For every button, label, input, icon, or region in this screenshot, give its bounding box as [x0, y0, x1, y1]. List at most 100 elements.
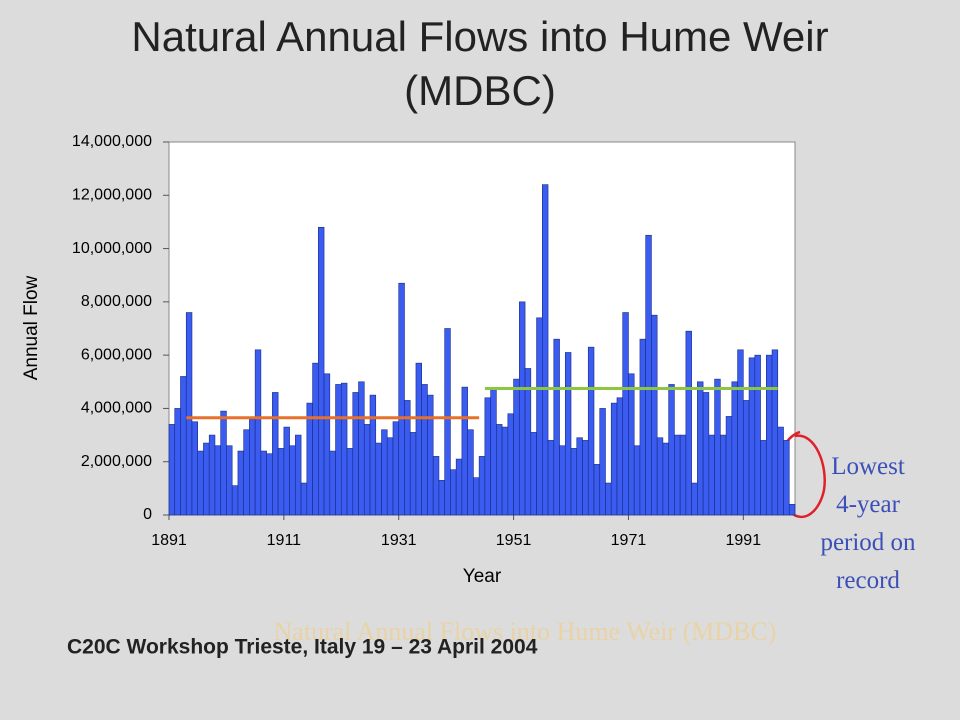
- bar: [662, 442, 669, 516]
- bar: [478, 456, 486, 516]
- x-axis-label: Year: [463, 566, 502, 587]
- bar: [622, 312, 629, 516]
- bar: [513, 378, 520, 516]
- bar: [358, 381, 365, 516]
- bar: [553, 338, 560, 516]
- bar: [748, 357, 756, 516]
- bar: [542, 184, 549, 516]
- bar: [174, 408, 181, 516]
- bar: [633, 445, 641, 516]
- bar: [243, 429, 250, 516]
- bar: [725, 416, 733, 516]
- bar: [697, 381, 704, 516]
- x-tick-label: 1971: [611, 532, 647, 549]
- bar: [536, 317, 543, 516]
- bar: [639, 338, 646, 516]
- y-tick-label: 12,000,000: [72, 187, 152, 204]
- bar: [524, 368, 532, 516]
- x-tick-label: 1891: [151, 532, 187, 549]
- bar: [743, 400, 750, 516]
- bar: [197, 450, 204, 516]
- bar: [220, 410, 227, 516]
- bar: [576, 437, 583, 516]
- bar: [168, 424, 176, 516]
- x-tick-label: 1991: [726, 532, 762, 549]
- bar: [415, 362, 422, 516]
- bar: [266, 453, 273, 516]
- bar: [708, 434, 715, 516]
- bar: [616, 397, 624, 516]
- y-tick-label: 14,000,000: [72, 133, 152, 150]
- bar: [668, 384, 675, 516]
- y-tick-label: 2,000,000: [81, 453, 152, 470]
- bar: [180, 376, 187, 516]
- bar: [564, 352, 572, 516]
- bar: [277, 448, 285, 516]
- bar: [312, 362, 319, 516]
- bar: [214, 445, 221, 516]
- annotation: Lowest 4-year period on record: [820, 453, 916, 594]
- bar: [329, 450, 336, 516]
- watermark: Natural Annual Flows into Hume Weir (MDB…: [274, 617, 777, 646]
- bar: [777, 426, 784, 516]
- bar: [628, 373, 635, 516]
- bar: [519, 301, 526, 516]
- bar: [473, 477, 480, 516]
- y-tick-label: 4,000,000: [81, 400, 152, 417]
- bar: [185, 312, 193, 516]
- bar: [300, 482, 308, 516]
- bar: [760, 440, 767, 516]
- y-axis-label: Annual Flow: [21, 275, 42, 380]
- bar: [375, 442, 382, 516]
- bar: [771, 349, 779, 516]
- bar: [398, 282, 405, 516]
- bar: [610, 402, 618, 516]
- bar: [450, 469, 457, 516]
- bar: [685, 330, 692, 516]
- bar: [496, 424, 503, 516]
- y-tick-label: 8,000,000: [81, 293, 152, 310]
- bar: [208, 434, 216, 516]
- bar: [674, 434, 681, 516]
- bar: [599, 408, 606, 516]
- bar: [306, 402, 313, 516]
- bar: [421, 384, 428, 516]
- bar: [754, 354, 761, 516]
- footer: C20C Workshop Trieste, Italy 19 – 23 Apr…: [67, 636, 538, 659]
- bar: [381, 429, 388, 516]
- bar: [720, 434, 727, 516]
- bar: [432, 456, 440, 516]
- bar: [438, 480, 445, 516]
- bar: [340, 382, 348, 516]
- bar: [272, 392, 279, 516]
- bar: [254, 349, 262, 516]
- bar: [444, 328, 451, 516]
- y-tick-label: 0: [143, 506, 152, 523]
- bar: [455, 458, 463, 516]
- bar: [530, 432, 537, 516]
- x-tick-label: 1931: [381, 532, 417, 549]
- bar: [369, 394, 377, 516]
- bar: [582, 440, 589, 516]
- bar: [656, 437, 664, 516]
- bar: [467, 429, 474, 516]
- y-tick-label: 10,000,000: [72, 240, 152, 257]
- bar: [783, 440, 790, 516]
- bar: [249, 418, 256, 516]
- y-tick-label: 6,000,000: [81, 346, 152, 363]
- bar: [651, 314, 658, 516]
- bar: [593, 464, 601, 516]
- bar: [352, 392, 359, 516]
- bar: [191, 421, 199, 516]
- bar: [231, 485, 239, 516]
- bar: [318, 226, 325, 516]
- bar: [386, 437, 394, 516]
- bar: [737, 349, 744, 516]
- bar: [547, 440, 555, 516]
- bar: [731, 381, 738, 516]
- bar: [501, 426, 509, 516]
- bar: [289, 445, 296, 516]
- bar: [691, 482, 698, 516]
- bar: [346, 448, 354, 516]
